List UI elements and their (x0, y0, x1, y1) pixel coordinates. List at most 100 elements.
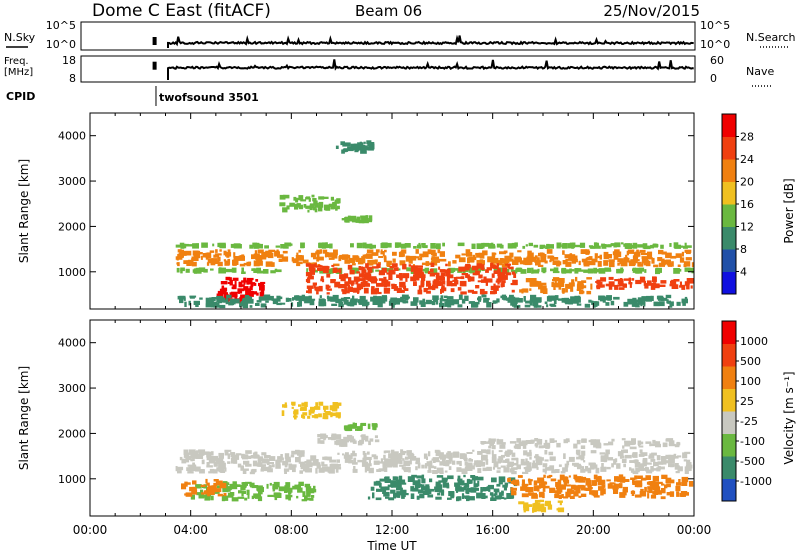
date-title: 25/Nov/2015 (603, 2, 700, 20)
heatmap-cell (525, 278, 531, 283)
heatmap-cell (474, 302, 479, 308)
heatmap-cell (231, 286, 235, 290)
heatmap-cell (585, 479, 592, 486)
colorbar-segment (722, 181, 736, 205)
heatmap-cell (257, 485, 261, 492)
heatmap-cell (637, 244, 644, 248)
heatmap-cell (470, 475, 476, 478)
colorbar-tick-label: 1000 (740, 335, 768, 348)
heatmap-cell (546, 249, 553, 254)
heatmap-cell (432, 295, 439, 301)
heatmap-cell (305, 468, 312, 473)
heatmap-cell (428, 286, 434, 290)
heatmap-cell (468, 496, 475, 501)
heatmap-cell (501, 294, 507, 300)
heatmap-cell (645, 466, 648, 472)
heatmap-cell (622, 486, 628, 493)
heatmap-cell (246, 278, 253, 283)
heatmap-cell (653, 486, 659, 491)
heatmap-cell (192, 480, 197, 485)
heatmap-cell (598, 475, 602, 482)
heatmap-cell (604, 453, 608, 459)
heatmap-cell (203, 268, 208, 273)
heatmap-cell (417, 489, 424, 494)
heatmap-cell (589, 490, 595, 495)
heatmap-cell (248, 298, 254, 304)
heatmap-cell (219, 249, 222, 252)
heatmap-cell (305, 486, 312, 492)
heatmap-cell (641, 256, 648, 259)
heatmap-cell (651, 257, 655, 264)
heatmap-cell (563, 453, 566, 459)
heatmap-cell (516, 458, 519, 464)
heatmap-cell (301, 402, 305, 407)
heatmap-cell (517, 475, 523, 478)
heatmap-cell (459, 280, 467, 287)
heatmap-cell (291, 401, 296, 405)
heatmap-cell (527, 267, 531, 274)
heatmap-cell (183, 449, 189, 455)
heatmap-cell (587, 484, 592, 490)
heatmap-cell (264, 245, 269, 249)
heatmap-cell (650, 494, 657, 499)
heatmap-cell (390, 489, 396, 494)
heatmap-cell (586, 277, 592, 280)
heatmap-cell (269, 482, 272, 486)
heatmap-cell (624, 441, 631, 447)
heatmap-cell (438, 450, 441, 456)
heatmap-cell (412, 480, 420, 486)
heatmap-cell (538, 284, 542, 290)
heatmap-cell (495, 260, 502, 264)
heatmap-cell (397, 458, 402, 464)
heatmap-cell (520, 269, 527, 274)
heatmap-cell (476, 254, 483, 258)
nave-tick-low: 0 (710, 72, 717, 85)
heatmap-cell (443, 269, 450, 272)
heatmap-cell (320, 302, 327, 307)
colorbar-tick-label: 24 (740, 153, 754, 166)
heatmap-cell (358, 273, 365, 278)
heatmap-cell (439, 461, 447, 466)
heatmap-cell (563, 496, 569, 499)
heatmap-cell (326, 288, 332, 291)
heatmap-cell (673, 268, 680, 274)
heatmap-cell (421, 262, 428, 266)
nsky-tick-high: 10^5 (46, 19, 76, 32)
heatmap-cell (251, 495, 255, 500)
heatmap-cell (485, 282, 488, 286)
heatmap-cell (525, 300, 532, 304)
heatmap-cell (442, 479, 448, 483)
heatmap-cell (608, 281, 615, 287)
heatmap-cell (224, 449, 229, 456)
heatmap-cell (502, 267, 508, 273)
heatmap-cell (518, 267, 523, 272)
heatmap-cell (553, 285, 556, 290)
heatmap-cell (544, 459, 549, 462)
heatmap-cell (247, 493, 250, 499)
heatmap-cell (457, 242, 465, 247)
heatmap-cell (311, 462, 318, 466)
heatmap-cell (540, 482, 546, 488)
heatmap-cell (563, 439, 568, 444)
heatmap-cell (275, 245, 280, 248)
heatmap-cell (533, 305, 538, 308)
colorbar-segment (722, 478, 736, 502)
heatmap-cell (252, 255, 257, 259)
heatmap-cell (364, 254, 368, 257)
heatmap-cell (332, 267, 338, 273)
heatmap-cell (253, 282, 257, 286)
heatmap-cell (576, 439, 581, 445)
heatmap-cell (316, 291, 319, 295)
heatmap-cell (309, 270, 315, 275)
x-tick-label: 12:00 (375, 523, 410, 537)
heatmap-cell (206, 486, 214, 491)
colorbar-tick-label: 500 (740, 355, 761, 368)
heatmap-cell (242, 469, 247, 474)
heatmap-cell (392, 451, 399, 457)
heatmap-cell (538, 445, 544, 449)
heatmap-cell (218, 463, 225, 469)
heatmap-cell (653, 264, 659, 268)
heatmap-cell (440, 272, 446, 277)
heatmap-cell (349, 146, 356, 151)
heatmap-cell (684, 249, 692, 253)
